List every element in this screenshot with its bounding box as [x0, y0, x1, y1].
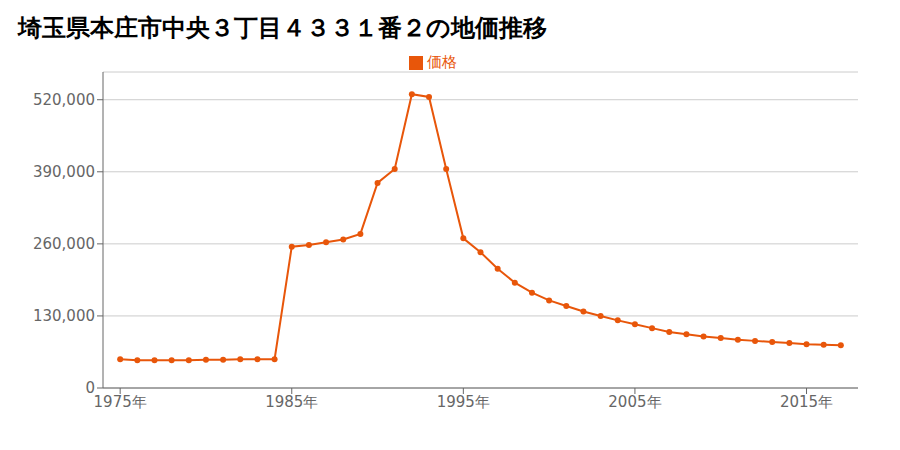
- html-text:価格: 価格: [427, 53, 457, 71]
- svg-text:1985年: 1985年: [265, 393, 318, 411]
- svg-text:520,000: 520,000: [33, 91, 95, 109]
- html-text:埼玉県本庄市中央３丁目４３３１番２の地価推移: 埼玉県本庄市中央３丁目４３３１番２の地価推移: [18, 14, 547, 42]
- svg-text:1975年: 1975年: [94, 393, 147, 411]
- svg-text:2015年: 2015年: [780, 393, 833, 411]
- svg-text:2005年: 2005年: [608, 393, 661, 411]
- svg-text:1995年: 1995年: [437, 393, 490, 411]
- svg-text:390,000: 390,000: [33, 163, 95, 181]
- svg-text:260,000: 260,000: [33, 235, 95, 253]
- svg-text:130,000: 130,000: [33, 307, 95, 325]
- svg-text:0: 0: [85, 379, 95, 397]
